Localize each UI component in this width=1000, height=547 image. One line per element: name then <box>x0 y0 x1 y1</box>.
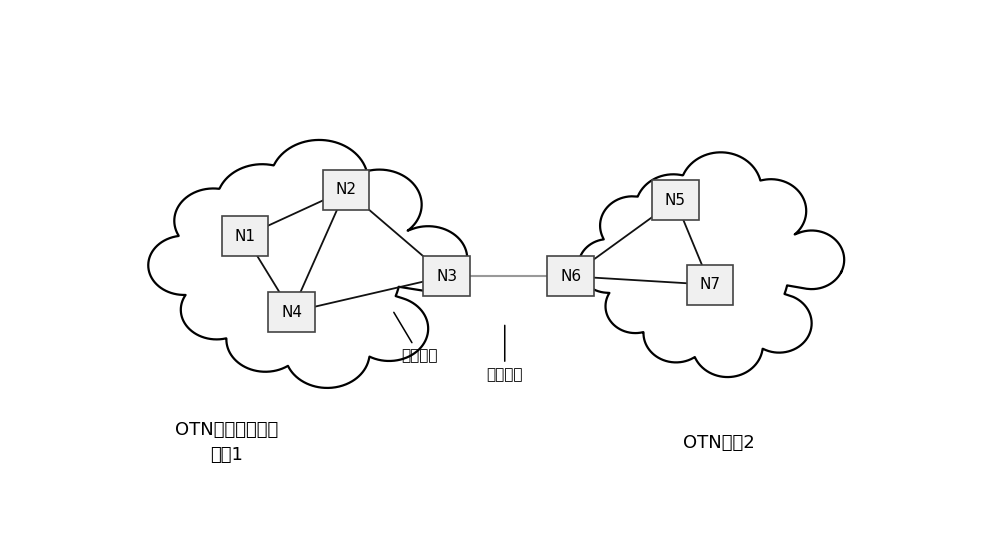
Text: N6: N6 <box>560 269 581 284</box>
FancyBboxPatch shape <box>687 265 733 305</box>
FancyBboxPatch shape <box>222 216 268 256</box>
Text: 域内链路: 域内链路 <box>394 312 438 363</box>
Text: OTN（光传送网）
网络1: OTN（光传送网） 网络1 <box>175 421 279 464</box>
FancyBboxPatch shape <box>323 170 369 210</box>
Text: N1: N1 <box>235 229 256 244</box>
FancyBboxPatch shape <box>423 256 470 296</box>
FancyBboxPatch shape <box>268 292 315 332</box>
FancyBboxPatch shape <box>652 181 698 220</box>
Text: N4: N4 <box>281 305 302 319</box>
Text: N5: N5 <box>665 193 686 208</box>
Text: N3: N3 <box>436 269 457 284</box>
Text: OTN网络2: OTN网络2 <box>683 434 755 452</box>
FancyBboxPatch shape <box>547 256 594 296</box>
Text: 域间链路: 域间链路 <box>486 325 523 382</box>
Text: N7: N7 <box>700 277 721 292</box>
Text: N2: N2 <box>335 182 356 197</box>
